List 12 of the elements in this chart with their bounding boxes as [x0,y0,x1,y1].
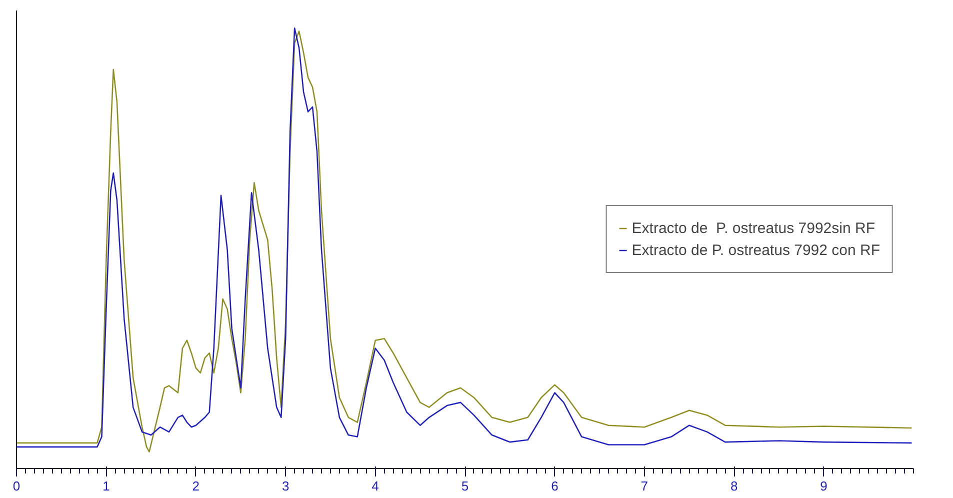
x-tick-label: 4 [372,478,379,494]
x-tick-label: 9 [820,478,828,494]
x-tick-label: 2 [192,478,200,494]
x-tick-label: 0 [12,478,20,494]
legend-label: Extracto de P. ostreatus 7992 con RF [632,241,880,259]
x-tick-label: 5 [461,478,469,494]
x-tick-label: 3 [282,478,290,494]
legend-label: Extracto de P. ostreatus 7992sin RF [632,219,875,237]
x-tick-label: 1 [102,478,110,494]
x-tick-label: 8 [730,478,738,494]
x-tick-label: 6 [551,478,558,494]
x-tick-label: 7 [640,478,648,494]
